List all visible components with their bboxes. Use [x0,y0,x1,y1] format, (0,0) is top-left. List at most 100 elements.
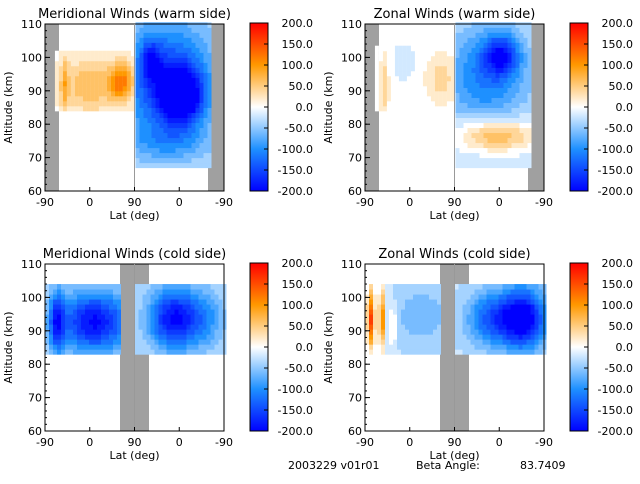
heatmap-cell [146,339,151,345]
heatmap-cell [534,324,539,330]
heatmap-cell [475,102,480,108]
heatmap-cell [89,324,93,330]
heatmap-cell [482,319,487,325]
heatmap-cell [397,319,401,325]
heatmap-cell [414,55,419,62]
heatmap-cell [49,294,53,300]
heatmap-cell [175,117,180,124]
heatmap-cell [139,47,144,53]
heatmap-cell [527,37,532,43]
heatmap-cell [155,147,160,154]
heatmap-cell [118,60,123,67]
heatmap-cell [518,339,523,345]
heatmap-cell [105,309,109,315]
heatmap-cell [179,107,184,114]
heatmap-cell [538,289,543,295]
heatmap-cell [410,45,415,52]
heatmap-cell [190,299,195,305]
heatmap-cell [143,137,148,144]
heatmap-cell [369,284,373,290]
heatmap-cell [414,75,419,82]
heatmap-cell [410,60,415,67]
heatmap-cell [183,107,188,114]
heatmap-cell [527,42,532,48]
heatmap-cell [170,309,175,315]
heatmap-cell [510,329,515,335]
heatmap-cell [434,50,439,57]
heatmap-cell [467,162,472,169]
heatmap-cell [146,284,151,290]
heatmap-cell [490,294,495,300]
heatmap-cell [418,95,423,102]
y-tick-label: 60 [28,185,42,198]
heatmap-cell [422,60,427,67]
heatmap-cell [114,105,119,112]
heatmap-cell [499,77,504,83]
heatmap-cell [191,122,196,129]
heatmap-cell [426,105,431,112]
heatmap-cell [178,319,183,325]
heatmap-cell [510,319,515,325]
heatmap-cell [394,100,399,107]
heatmap-cell [179,92,184,98]
heatmap-cell [178,324,183,330]
heatmap-cell [459,162,464,169]
heatmap-cell [151,132,156,139]
heatmap-cell [478,349,483,355]
heatmap-cell [374,85,379,92]
heatmap-cell [58,90,63,97]
heatmap-cell [89,304,93,310]
heatmap-cell [483,107,488,114]
heatmap-cell [405,289,409,295]
heatmap-cell [522,329,527,335]
x-tick-label: -90 [535,436,553,449]
heatmap-cell [454,304,459,310]
heatmap-cell [179,77,184,83]
heatmap-cell [191,102,196,108]
heatmap-cells [54,22,212,169]
heatmap-cell [171,87,176,93]
heatmap-cell [167,67,172,73]
heatmap-cell [86,70,91,77]
heatmap-cell [490,344,495,350]
heatmap-cells [374,22,532,169]
heatmap-cell [78,90,83,97]
heatmap-cell [195,32,200,38]
heatmap-cell [82,95,87,102]
heatmap-cell [406,75,411,82]
heatmap-cell [105,304,109,310]
heatmap-cell [155,117,160,124]
heatmap-cell [54,95,59,102]
heatmap-cell [414,65,419,72]
heatmap-cell [98,80,103,87]
heatmap-cell [94,75,99,82]
heatmap-cell [522,284,527,290]
heatmap-cell [475,127,480,134]
heatmap-cell [498,289,503,295]
heatmap-cell [90,65,95,72]
heatmap-cell [369,319,373,325]
heatmap-cell [398,90,403,97]
heatmap-cell [467,52,472,58]
heatmap-cell [478,324,483,330]
heatmap-cell [143,132,148,139]
heatmap-cell [474,309,479,315]
heatmap-cell [190,344,195,350]
heatmap-cell [203,27,208,33]
heatmap-cell [58,65,63,72]
heatmap-cell [207,52,212,58]
heatmap-cell [122,55,127,62]
heatmap-cell [117,284,121,290]
heatmap-cell [198,294,203,300]
heatmap-cell [390,60,395,67]
heatmap-cell [98,95,103,102]
heatmap-cell [425,294,429,300]
heatmap-cell [183,52,188,58]
heatmap-cell [163,132,168,139]
heatmap-cell [202,319,207,325]
heatmap-cell [442,95,447,102]
heatmap-cell [174,344,179,350]
heatmap-cell [139,142,144,149]
heatmap-cell [478,304,483,310]
heatmap-cell [394,95,399,102]
